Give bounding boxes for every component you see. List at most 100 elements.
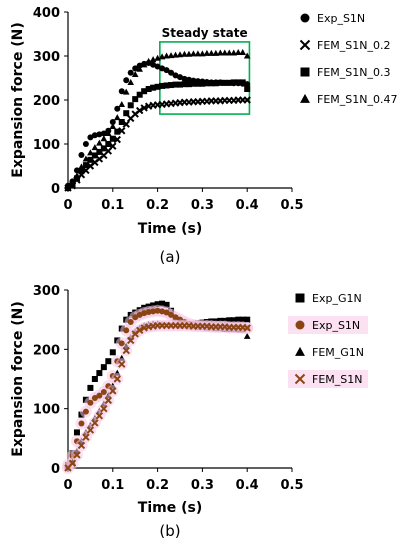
data-point — [100, 389, 107, 396]
data-point — [118, 340, 125, 347]
data-point — [199, 80, 206, 87]
data-point — [177, 81, 183, 88]
data-point — [185, 81, 192, 88]
data-point — [163, 52, 170, 59]
data-point — [181, 50, 188, 57]
data-point — [190, 80, 197, 87]
steady-state-label: Steady state — [162, 26, 248, 40]
y-tick-label: 100 — [33, 138, 60, 153]
data-point — [167, 52, 175, 59]
data-point — [136, 65, 143, 72]
data-point — [118, 100, 126, 107]
data-point — [221, 79, 228, 86]
y-tick-label: 200 — [33, 343, 60, 358]
data-point — [109, 122, 117, 129]
data-point — [159, 300, 166, 307]
y-tick-label: 300 — [33, 50, 60, 65]
data-point — [140, 104, 148, 112]
series-FEM_S1N_0.2 — [64, 96, 251, 192]
legend-label: FEM_S1N_0.47 — [317, 93, 397, 106]
x-tick-label: 0.1 — [101, 198, 124, 213]
data-point — [118, 119, 125, 125]
data-point — [243, 52, 251, 59]
data-point — [96, 392, 103, 399]
legend-marker — [295, 320, 305, 330]
data-point — [96, 131, 103, 138]
legend-marker — [295, 293, 305, 303]
data-point — [114, 105, 121, 112]
data-point — [100, 135, 108, 142]
legend-label: Exp_G1N — [312, 292, 362, 305]
data-point — [105, 141, 112, 147]
data-point — [73, 172, 81, 179]
legend-entry: Exp_S1N — [288, 316, 368, 334]
data-point — [150, 308, 157, 315]
data-point — [69, 180, 76, 187]
data-point — [163, 301, 170, 308]
x-tick-label: 0.1 — [101, 478, 124, 493]
data-point — [225, 49, 233, 56]
data-point — [105, 358, 112, 365]
data-point — [217, 49, 224, 56]
data-point — [78, 163, 85, 170]
data-point — [78, 152, 85, 158]
legend-marker — [300, 13, 310, 23]
data-point — [131, 71, 139, 78]
data-point — [221, 49, 229, 56]
data-point — [168, 82, 175, 89]
data-point — [132, 314, 139, 321]
data-point — [118, 88, 125, 95]
legend-label: FEM_G1N — [312, 346, 364, 359]
data-point — [203, 80, 210, 87]
data-point — [82, 408, 89, 415]
data-point — [127, 336, 135, 345]
data-point — [109, 387, 117, 395]
data-point — [78, 168, 85, 175]
x-tick-label: 0.5 — [280, 198, 303, 213]
data-point — [168, 69, 175, 76]
data-point — [235, 316, 242, 323]
legend-marker — [295, 346, 305, 356]
data-point — [91, 376, 98, 382]
data-point — [243, 332, 251, 339]
x-tick-label: 0 — [63, 478, 72, 493]
data-point — [91, 152, 98, 159]
data-point — [176, 51, 184, 58]
legend-highlight — [288, 316, 368, 334]
data-point — [239, 49, 247, 56]
data-point — [91, 394, 98, 401]
chart-a: 0 100 200 300 400 0 0.1 0.2 0.3 0.4 0.5 Time (s) Exp… — [10, 6, 397, 266]
y-tick-label: 300 — [33, 284, 60, 299]
data-point — [127, 102, 134, 109]
data-point — [243, 324, 251, 332]
data-point — [132, 65, 139, 72]
data-point — [68, 459, 77, 467]
data-point — [82, 141, 89, 147]
legend-marker — [300, 67, 310, 77]
data-point — [163, 67, 170, 74]
data-point — [73, 429, 80, 436]
panel-caption: (a) — [160, 248, 181, 266]
data-point — [123, 110, 130, 117]
data-point — [104, 396, 113, 405]
data-point — [127, 319, 134, 326]
data-point — [140, 61, 148, 68]
data-point — [226, 317, 233, 324]
legend-entry: Exp_G1N — [295, 292, 362, 305]
data-point — [190, 50, 197, 57]
data-point — [135, 106, 144, 115]
x-tick-label: 0.2 — [146, 198, 169, 213]
data-point — [172, 81, 179, 88]
data-point — [77, 441, 86, 450]
y-tick-label: 400 — [33, 6, 60, 21]
data-point — [226, 79, 233, 86]
data-point — [123, 327, 130, 334]
legend-entry: FEM_S1N_0.2 — [299, 39, 390, 52]
data-point — [114, 128, 121, 135]
legend-entry: FEM_S1N_0.47 — [300, 93, 397, 106]
data-point — [100, 130, 107, 137]
data-point — [73, 175, 80, 182]
data-point — [208, 80, 215, 87]
legend-label: FEM_S1N_0.2 — [317, 39, 390, 52]
data-point — [82, 162, 89, 169]
